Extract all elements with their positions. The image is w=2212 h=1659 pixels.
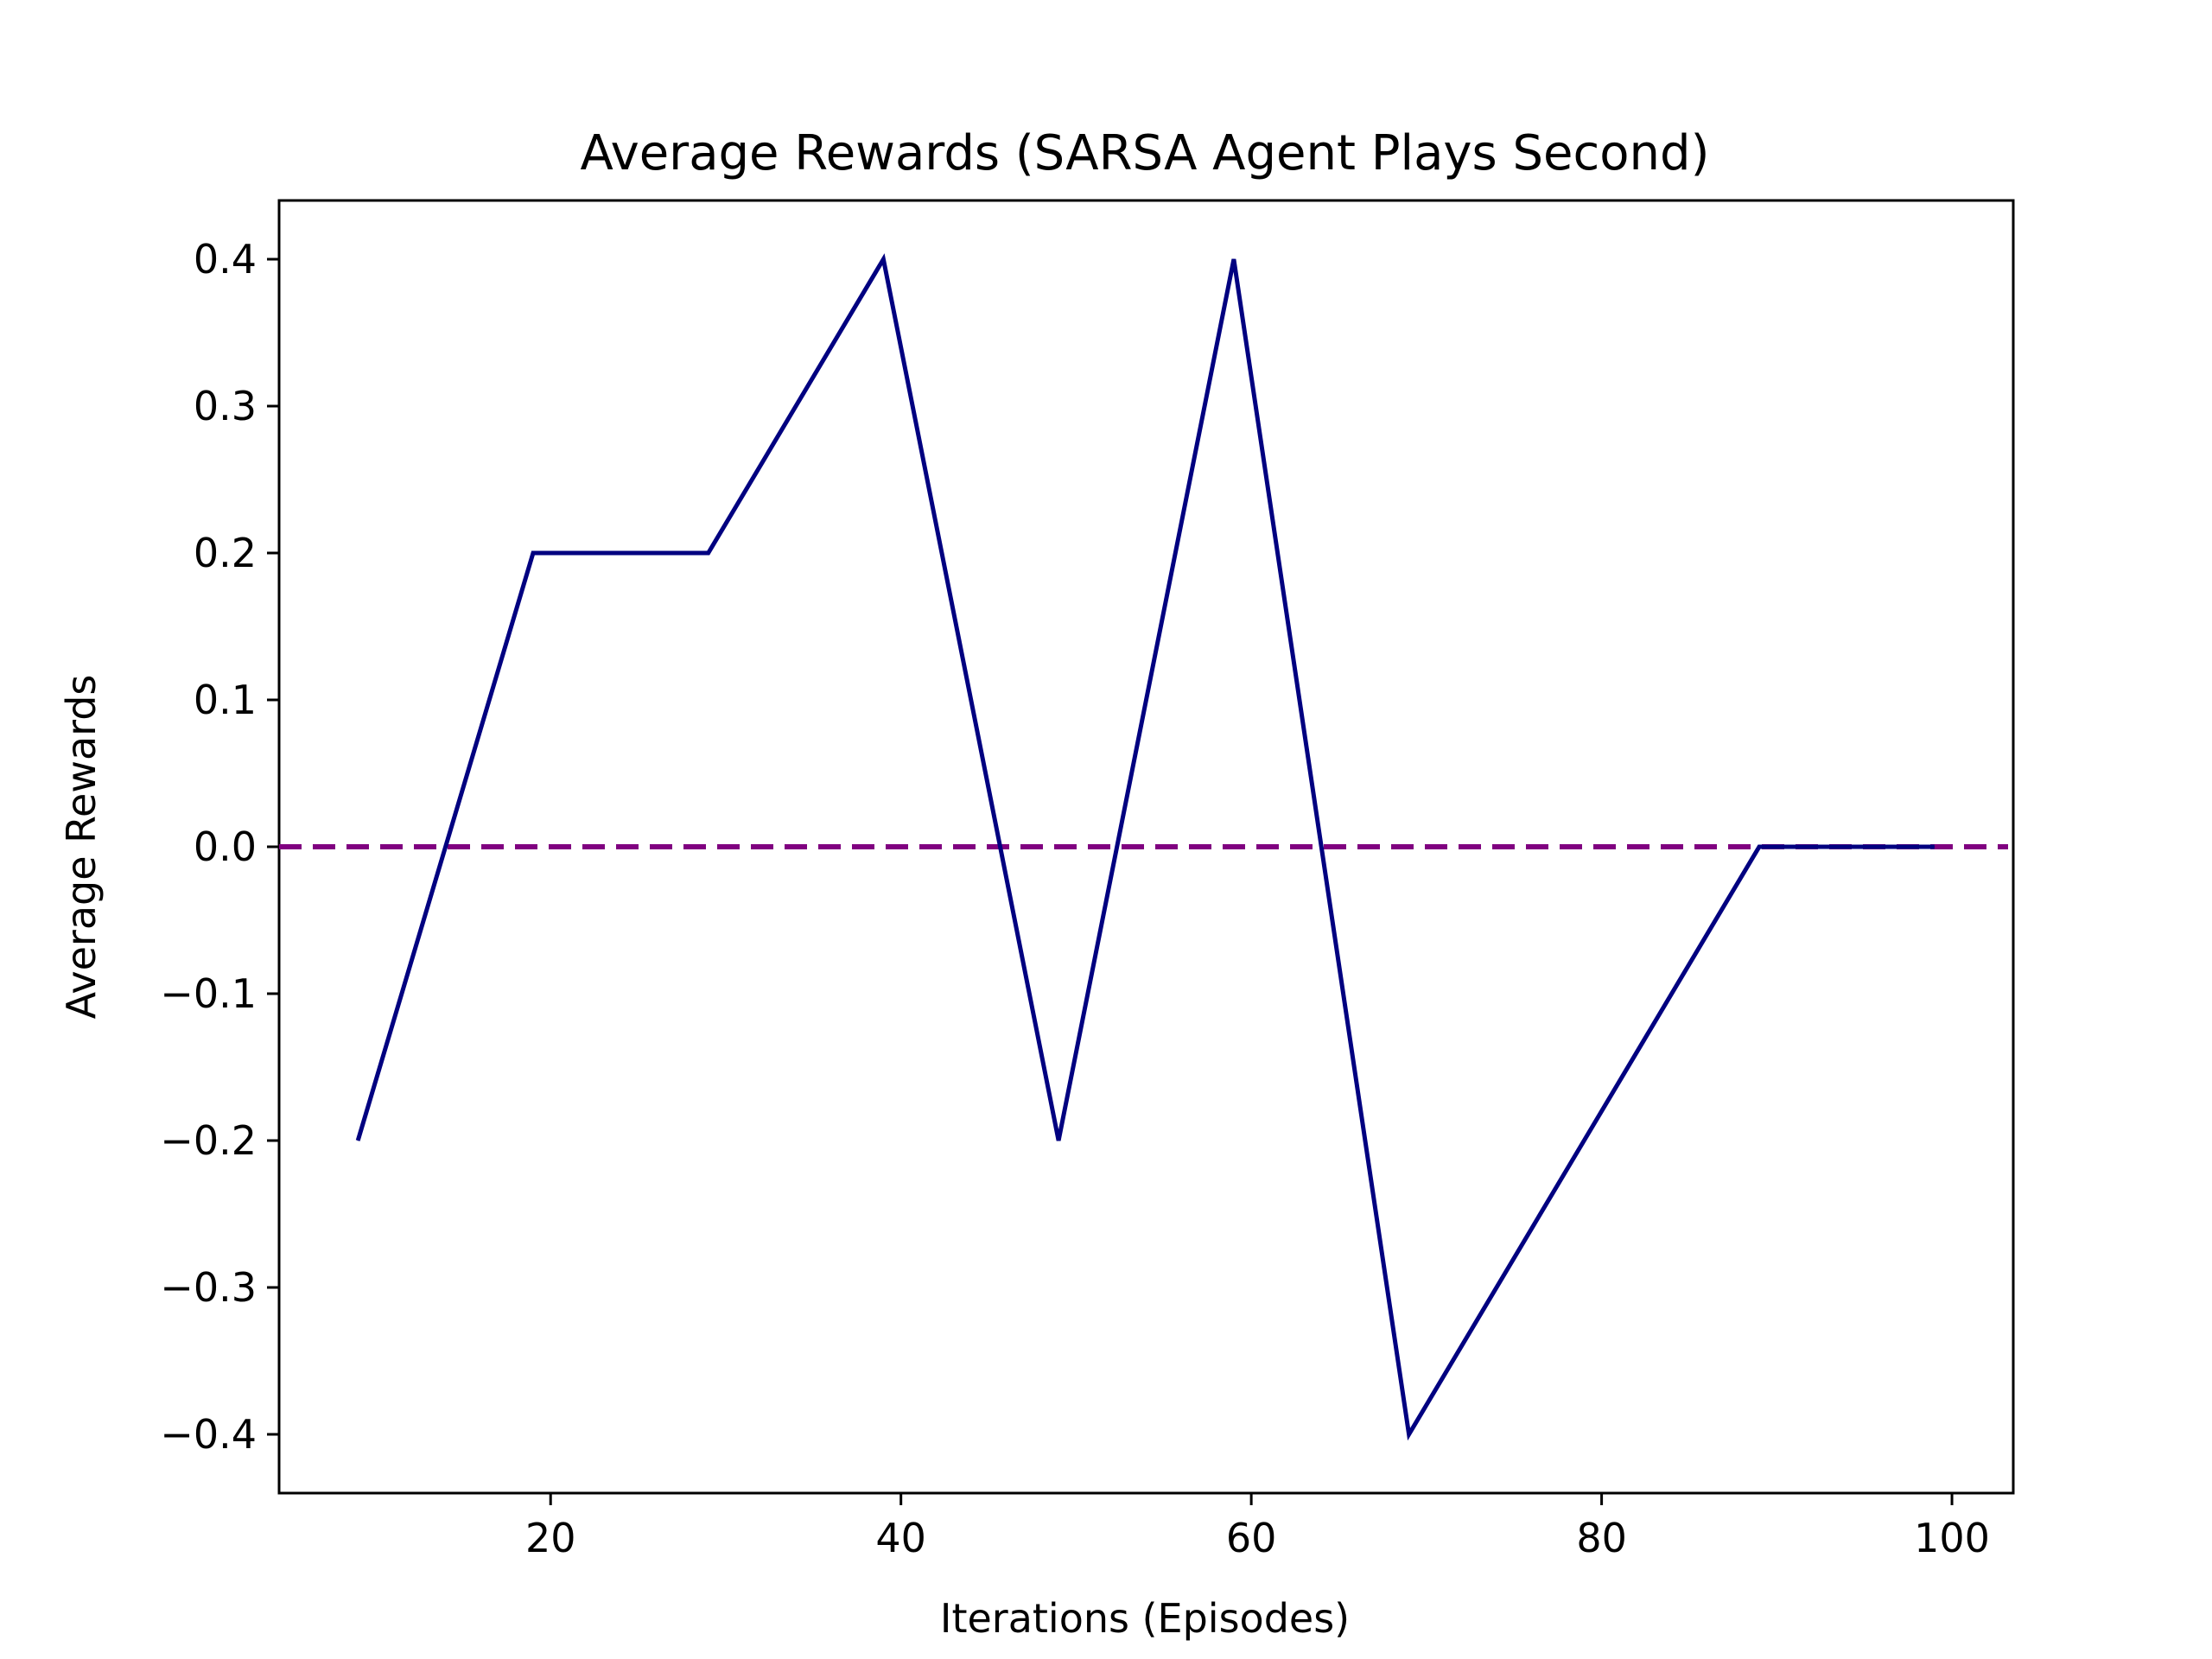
series-point: [532, 552, 534, 554]
y-tick-label: −0.3: [160, 1264, 257, 1311]
y-tick-label: 0.3: [194, 383, 257, 429]
y-tick-label: 0.2: [194, 530, 257, 576]
chart-title: Average Rewards (SARSA Agent Plays Secon…: [581, 125, 1710, 181]
y-axis-ticks: −0.4 −0.3 −0.2 −0.1 0.0 0.1 0.2 0.3 0.4: [160, 236, 279, 1458]
series-point: [1758, 846, 1760, 848]
x-tick-label: 60: [1226, 1515, 1277, 1561]
series-line: [355, 253, 1935, 1441]
y-tick-label: 0.0: [194, 823, 257, 870]
y-tick-label: 0.4: [194, 236, 257, 283]
x-tick-label: 80: [1576, 1515, 1627, 1561]
series-point: [882, 258, 884, 260]
series-point: [1934, 846, 1936, 848]
x-tick-label: 100: [1914, 1515, 1990, 1561]
x-tick-label: 20: [525, 1515, 576, 1561]
series-point: [1233, 258, 1235, 260]
y-tick-label: −0.1: [160, 970, 257, 1017]
x-tick-label: 40: [875, 1515, 926, 1561]
x-axis-label: Iterations (Episodes): [940, 1595, 1350, 1642]
y-axis-label: Average Rewards: [58, 675, 105, 1020]
y-tick-label: 0.1: [194, 677, 257, 723]
series-point: [708, 552, 709, 554]
x-axis-ticks: 20 40 60 80 100: [525, 1493, 1990, 1561]
series-point: [1408, 1433, 1410, 1435]
series-layer: [355, 253, 1936, 1441]
y-tick-label: −0.4: [160, 1411, 257, 1458]
y-tick-label: −0.2: [160, 1117, 257, 1164]
